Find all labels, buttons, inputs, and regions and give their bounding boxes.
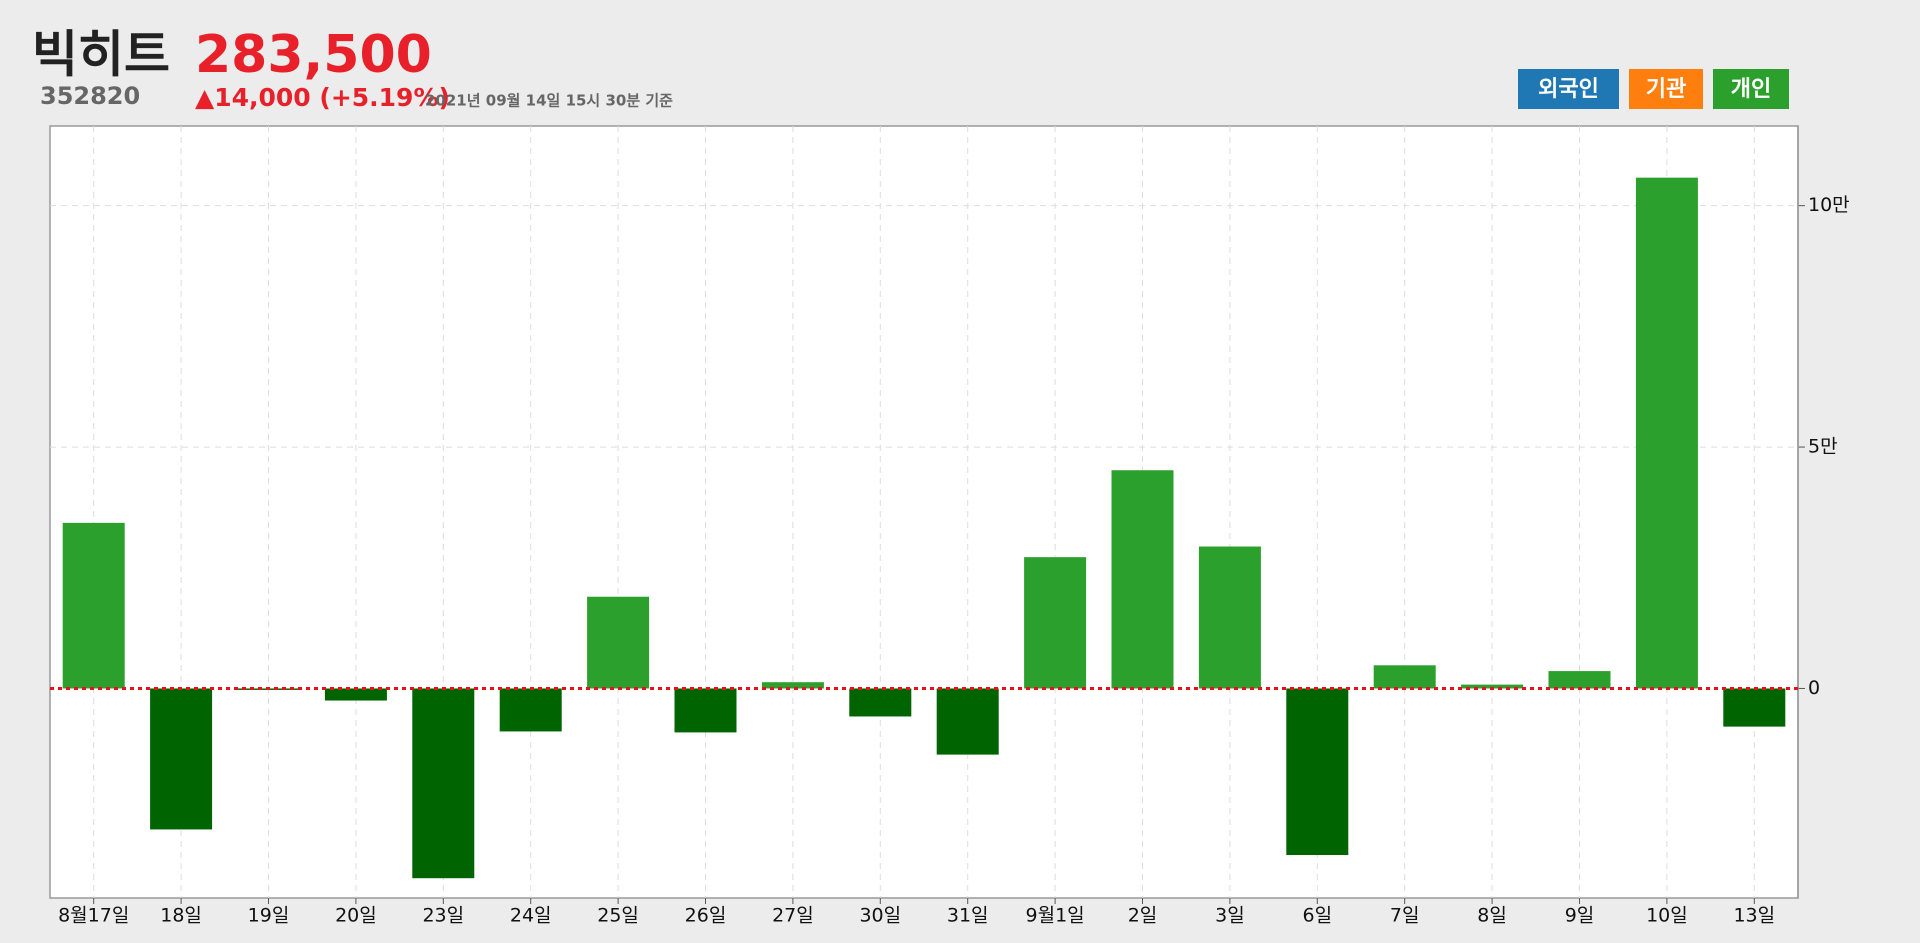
- price: 283,500: [195, 25, 432, 85]
- plot-area: [49, 125, 1799, 899]
- x-tick-label: 20일: [335, 905, 377, 927]
- bar: [1461, 684, 1524, 689]
- x-tick-label: 8월17일: [58, 905, 129, 927]
- x-tick-label: 25일: [597, 905, 639, 927]
- bar: [1198, 546, 1261, 689]
- bar: [1723, 688, 1786, 727]
- legend-button[interactable]: [1629, 69, 1703, 109]
- bar: [1635, 177, 1698, 689]
- x-tick-label: 27일: [772, 905, 814, 927]
- x-tick-label: 2일: [1128, 905, 1158, 927]
- x-tick-label: 13일: [1733, 905, 1775, 927]
- x-tick-label: 26일: [685, 905, 727, 927]
- x-tick-label: 8일: [1477, 905, 1507, 927]
- stock-code: 352820: [40, 82, 140, 110]
- bar: [62, 522, 125, 689]
- x-tick-label: 10일: [1646, 905, 1688, 927]
- x-tick-label: 9월1일: [1026, 905, 1085, 927]
- stock-name: 빅히트: [32, 26, 170, 84]
- bar: [849, 688, 912, 717]
- x-tick-label: 7일: [1390, 905, 1420, 927]
- legend-button-label[interactable]: 외국인: [1538, 77, 1599, 102]
- bar: [412, 688, 475, 879]
- bar: [761, 682, 824, 689]
- legend-button[interactable]: [1713, 69, 1789, 109]
- bar: [674, 688, 737, 733]
- x-tick-label: 30일: [859, 905, 901, 927]
- bar: [936, 688, 999, 755]
- legend-button[interactable]: [1518, 69, 1619, 109]
- legend-button-label[interactable]: 기관: [1646, 77, 1686, 102]
- bar: [499, 688, 562, 732]
- x-tick-label: 18일: [160, 905, 202, 927]
- bar: [1024, 557, 1087, 689]
- y-tick-label: 0: [1808, 677, 1820, 699]
- bar: [1111, 470, 1174, 689]
- x-tick-label: 31일: [947, 905, 989, 927]
- x-tick-label: 6일: [1303, 905, 1333, 927]
- bar: [1286, 688, 1349, 856]
- bar: [150, 688, 213, 830]
- x-tick-label: 24일: [510, 905, 552, 927]
- x-tick-label: 23일: [422, 905, 464, 927]
- bar: [324, 688, 387, 701]
- y-tick-label: 5만: [1808, 436, 1838, 458]
- bar: [587, 596, 650, 689]
- x-tick-label: 9일: [1565, 905, 1595, 927]
- timestamp: 2021년 09월 14일 15시 30분 기준: [425, 92, 673, 110]
- legend-button-label[interactable]: 개인: [1731, 77, 1771, 102]
- y-tick-label: 10만: [1808, 194, 1850, 216]
- bar: [1548, 671, 1611, 689]
- bar: [1373, 665, 1436, 689]
- change: ▲14,000 (+5.19%): [195, 83, 450, 112]
- x-tick-label: 3일: [1215, 905, 1245, 927]
- x-tick-label: 19일: [248, 905, 290, 927]
